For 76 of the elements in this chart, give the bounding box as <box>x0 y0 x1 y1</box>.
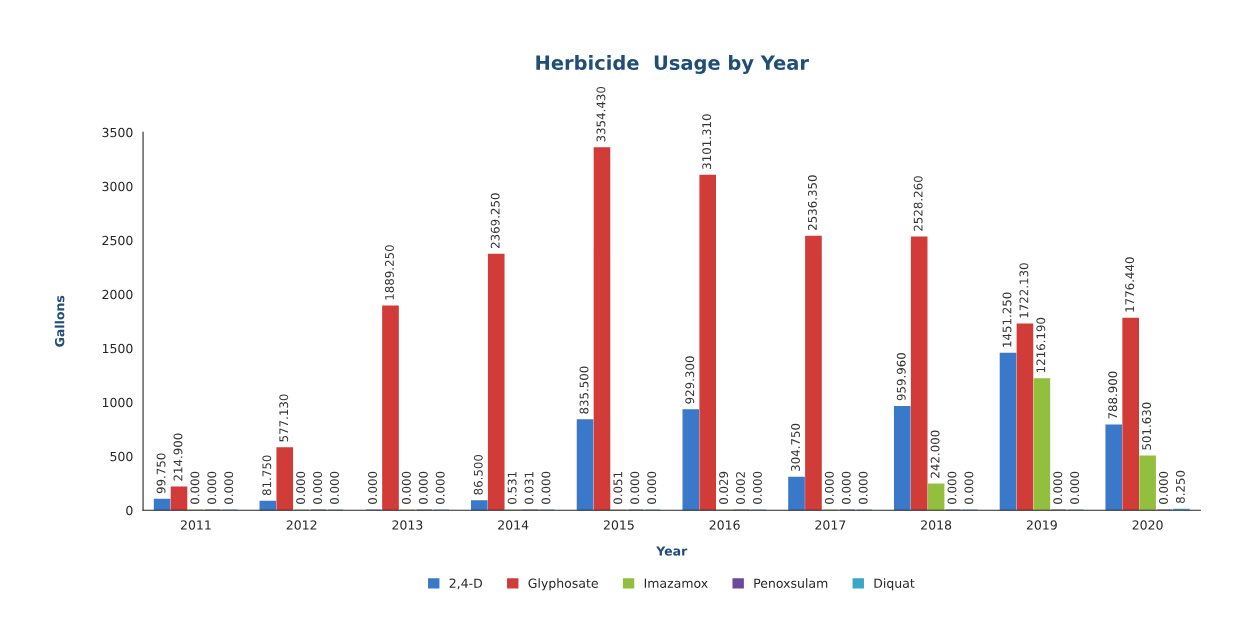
data-label: 959.960 <box>896 353 906 401</box>
x-tick-label: 2015 <box>603 520 634 530</box>
data-label: 0.000 <box>947 471 957 504</box>
data-label: 0.000 <box>401 471 411 504</box>
legend-label: 2,4-D <box>449 578 483 590</box>
legend-label: Imazamox <box>644 578 708 588</box>
data-label: 0.000 <box>207 471 217 504</box>
data-label: 929.300 <box>685 356 695 404</box>
data-label: 214.900 <box>173 433 183 481</box>
x-tick-label: 2016 <box>709 520 740 530</box>
data-label: 304.750 <box>791 423 800 471</box>
y-tick-label: 1500 <box>102 343 133 354</box>
data-label: 0.000 <box>630 471 640 504</box>
data-label: 0.000 <box>368 471 377 504</box>
data-label: 835.500 <box>579 366 589 414</box>
y-tick-label: 500 <box>110 451 133 462</box>
legend-label: Glyphosate <box>528 578 598 591</box>
data-label: 0.000 <box>1159 471 1168 504</box>
data-label: 0.002 <box>736 472 745 504</box>
chart-title: Herbicide Usage by Year <box>536 55 809 74</box>
x-tick-label: 2017 <box>815 520 846 530</box>
data-label: 577.130 <box>279 394 289 442</box>
y-axis-title: Gallons <box>54 295 65 347</box>
data-label: 501.630 <box>1142 402 1152 450</box>
data-label: 0.029 <box>719 471 729 504</box>
y-tick-label: 0 <box>126 505 133 516</box>
data-label: 81.750 <box>262 455 272 496</box>
x-tick-label: 2019 <box>1026 520 1057 530</box>
data-label: 0.000 <box>964 471 974 504</box>
y-tick-label: 2500 <box>102 235 133 246</box>
y-tick-label: 3000 <box>102 181 133 192</box>
x-tick-label: 2018 <box>921 520 952 530</box>
data-label: 0.000 <box>418 471 428 504</box>
x-tick-label: 2014 <box>498 520 529 530</box>
legend-label: Diquat <box>874 578 915 591</box>
data-label: 1776.440 <box>1125 257 1135 312</box>
data-label: 0.000 <box>752 471 762 504</box>
data-label: 1722.130 <box>1019 263 1029 318</box>
data-label: 86.500 <box>473 454 483 495</box>
data-label: 0.000 <box>296 471 306 504</box>
x-tick-label: 2011 <box>180 520 211 530</box>
y-tick-label: 2000 <box>102 289 133 300</box>
data-label: 0.000 <box>841 471 851 504</box>
data-label: 0.000 <box>224 471 234 504</box>
data-label: 0.000 <box>858 471 868 504</box>
data-label: 8.250 <box>1175 470 1185 504</box>
data-label: 99.750 <box>156 453 166 494</box>
data-label: 0.000 <box>330 471 339 504</box>
y-tick-label: 1000 <box>102 397 133 408</box>
data-label: 0.531 <box>507 471 517 504</box>
data-label: 3354.430 <box>596 86 606 142</box>
data-label: 0.000 <box>541 471 551 504</box>
data-label: 1889.250 <box>384 245 394 300</box>
data-label: 0.000 <box>647 471 657 504</box>
data-label: 0.051 <box>613 472 623 504</box>
data-label: 0.031 <box>524 472 534 504</box>
data-label: 2528.260 <box>913 176 923 231</box>
data-label: 0.000 <box>190 471 200 504</box>
data-label: 0.000 <box>313 471 323 504</box>
data-label: 0.000 <box>1070 471 1080 504</box>
x-tick-label: 2012 <box>286 520 317 530</box>
data-label: 242.000 <box>930 430 940 478</box>
data-label: 1451.250 <box>1002 292 1012 347</box>
x-tick-label: 2013 <box>392 520 423 530</box>
x-axis-title: Year <box>656 546 688 556</box>
data-label: 2369.250 <box>490 193 500 248</box>
legend-label: Penoxsulam <box>754 578 828 588</box>
data-label: 3101.310 <box>702 114 712 169</box>
data-label: 2536.350 <box>807 175 817 230</box>
data-label: 0.000 <box>1053 471 1063 504</box>
data-label: 1216.190 <box>1036 317 1046 373</box>
data-label: 0.000 <box>824 471 834 504</box>
data-label: 0.000 <box>435 471 445 504</box>
data-label: 788.900 <box>1108 371 1118 419</box>
x-tick-label: 2020 <box>1132 520 1163 530</box>
y-tick-label: 3500 <box>102 127 133 138</box>
